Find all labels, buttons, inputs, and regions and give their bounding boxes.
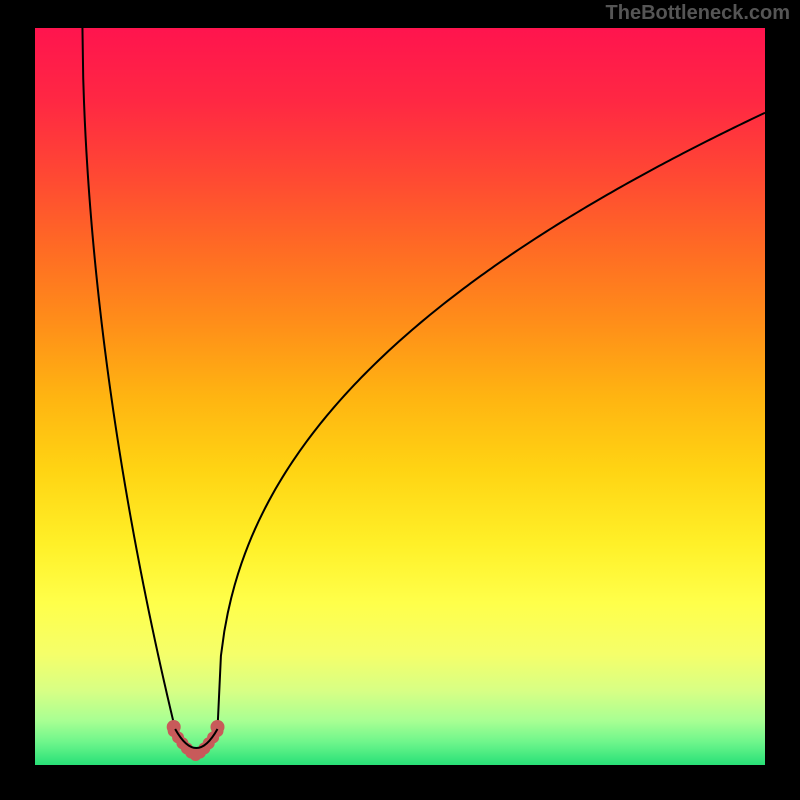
vertex-marker-end: [211, 720, 225, 734]
watermark-text: TheBottleneck.com: [606, 2, 790, 25]
plot-frame: [35, 28, 765, 765]
chart-container: TheBottleneck.com: [0, 0, 800, 800]
chart-svg: [35, 28, 765, 765]
gradient-background: [35, 28, 765, 765]
vertex-marker-end: [167, 720, 181, 734]
